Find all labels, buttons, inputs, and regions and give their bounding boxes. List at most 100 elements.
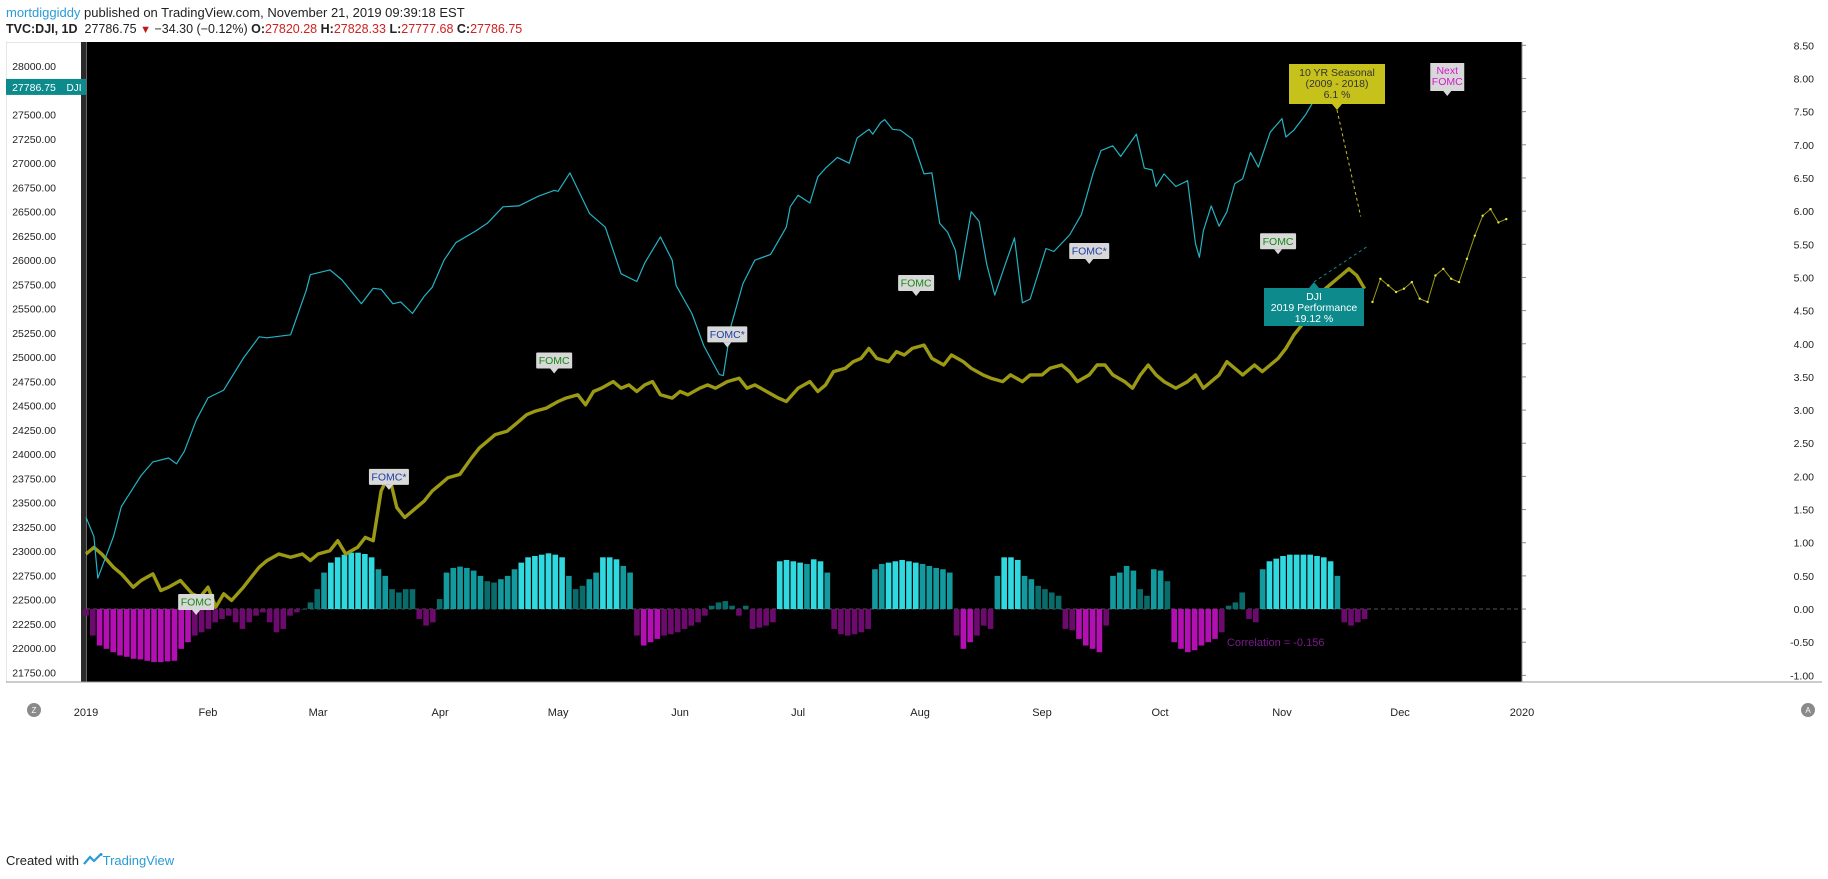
histogram-bar (708, 605, 715, 610)
low-label: L: (389, 22, 402, 36)
histogram-bar (1164, 581, 1171, 610)
histogram-bar (858, 609, 865, 633)
seasonal-projection-point (1434, 274, 1437, 277)
seasonal-projection-point (1379, 277, 1382, 280)
left-axis-tick: 25750.00 (12, 279, 56, 291)
tradingview-logo-icon (82, 853, 103, 870)
auto-scale-button[interactable]: A (1801, 703, 1815, 717)
fomc-marker-pointer (192, 610, 201, 615)
histogram-bar (192, 609, 198, 636)
x-axis-label: May (548, 707, 569, 719)
histogram-bar (953, 609, 960, 636)
svg-text:A: A (1805, 706, 1811, 715)
right-axis-tick: 4.50 (1794, 306, 1815, 318)
histogram-bar (790, 561, 797, 610)
histogram-bar (450, 567, 457, 610)
x-axis-label: Oct (1151, 707, 1168, 719)
histogram-bar (736, 609, 742, 616)
fomc-marker: FOMC (898, 274, 935, 296)
histogram-bar (919, 563, 926, 610)
high-value: 27828.33 (333, 22, 386, 36)
fomc-marker-pointer (912, 290, 921, 296)
tradingview-link[interactable]: TradingView (102, 853, 175, 868)
histogram-bar (613, 559, 620, 610)
histogram-bar (1150, 569, 1157, 610)
histogram-bar (90, 609, 96, 636)
seasonal-projection-line (1372, 208, 1507, 303)
histogram-bar (1178, 609, 1184, 649)
seasonal-callout-text: 10 YR Seasonal (1299, 67, 1375, 79)
histogram-bar (661, 609, 667, 636)
histogram-bar (967, 609, 973, 643)
histogram-bar (402, 589, 409, 610)
zoom-button[interactable]: Z (27, 703, 41, 717)
histogram-bar (1103, 609, 1109, 626)
author-link[interactable]: mortdiggiddy (6, 5, 81, 20)
fomc-marker: FOMC* (1069, 242, 1110, 264)
histogram-bar (1069, 609, 1075, 631)
histogram-bar (776, 561, 783, 610)
right-axis-tick: 8.00 (1794, 73, 1815, 85)
histogram-bar (273, 609, 280, 633)
histogram-bar (348, 552, 355, 610)
left-axis-tick: 25500.00 (12, 304, 56, 316)
histogram-bar (831, 609, 837, 629)
histogram-bar (980, 609, 987, 626)
fomc-marker: FOMC* (707, 326, 748, 348)
created-with-text: Created with (6, 853, 79, 868)
x-axis-label: Mar (309, 707, 328, 719)
histogram-bar (824, 572, 831, 610)
left-axis-tick: 23500.00 (12, 498, 56, 510)
histogram-bar (260, 609, 266, 613)
x-axis-label: Jul (791, 707, 805, 719)
histogram-bar (1293, 554, 1300, 610)
histogram-bar (1001, 557, 1007, 610)
histogram-bar (1144, 595, 1150, 610)
seasonal-callout-text: 6.1 % (1324, 89, 1351, 101)
histogram-bar (1123, 565, 1130, 610)
histogram-bar (1314, 555, 1320, 610)
histogram-bar (423, 609, 429, 626)
histogram-bar (1042, 589, 1048, 610)
current-price-tag: 27786.75 DJI (6, 78, 86, 95)
histogram-bar (294, 609, 300, 613)
left-edge-marker (81, 42, 86, 682)
svg-text:Z: Z (32, 706, 37, 715)
current-symbol-box (62, 78, 86, 95)
histogram-bar (606, 557, 613, 610)
price-chart[interactable]: 28000.0027750.0027500.0027250.0027000.00… (6, 42, 1822, 844)
histogram-bar (464, 567, 470, 610)
left-axis-tick: 27250.00 (12, 134, 56, 146)
histogram-bar (341, 554, 348, 610)
seasonal-projection-point (1497, 221, 1500, 224)
histogram-bar (300, 609, 307, 610)
histogram-bar (1096, 609, 1103, 653)
left-axis-tick: 27000.00 (12, 158, 56, 170)
histogram-bar (1198, 609, 1205, 646)
histogram-bar (498, 579, 504, 610)
histogram-bar (946, 572, 953, 610)
seasonal-projection-point (1410, 280, 1414, 284)
histogram-bar (470, 570, 477, 610)
fomc-marker-box (536, 352, 573, 369)
histogram-bar (722, 601, 729, 610)
histogram-bar (688, 609, 695, 626)
seasonal-line (84, 267, 1367, 609)
histogram-bar (1280, 555, 1286, 610)
histogram-bar (1273, 558, 1280, 610)
seasonal-callout: 10 YR Seasonal(2009 - 2018)6.1 % (1289, 64, 1385, 217)
histogram-bar (362, 554, 368, 610)
histogram-bar (1259, 569, 1266, 610)
histogram-bar (1021, 575, 1028, 610)
histogram-bar (674, 609, 681, 633)
histogram-bar (1246, 609, 1252, 619)
histogram-bar (817, 561, 824, 610)
histogram-bar (783, 559, 790, 610)
current-price-box (6, 78, 62, 95)
seasonal-projection-point (1394, 290, 1398, 294)
histogram-bar (1287, 554, 1293, 610)
histogram-bar (164, 609, 171, 662)
symbol-label: TVC:DJI, 1D (6, 22, 78, 36)
histogram-bar (532, 555, 538, 610)
